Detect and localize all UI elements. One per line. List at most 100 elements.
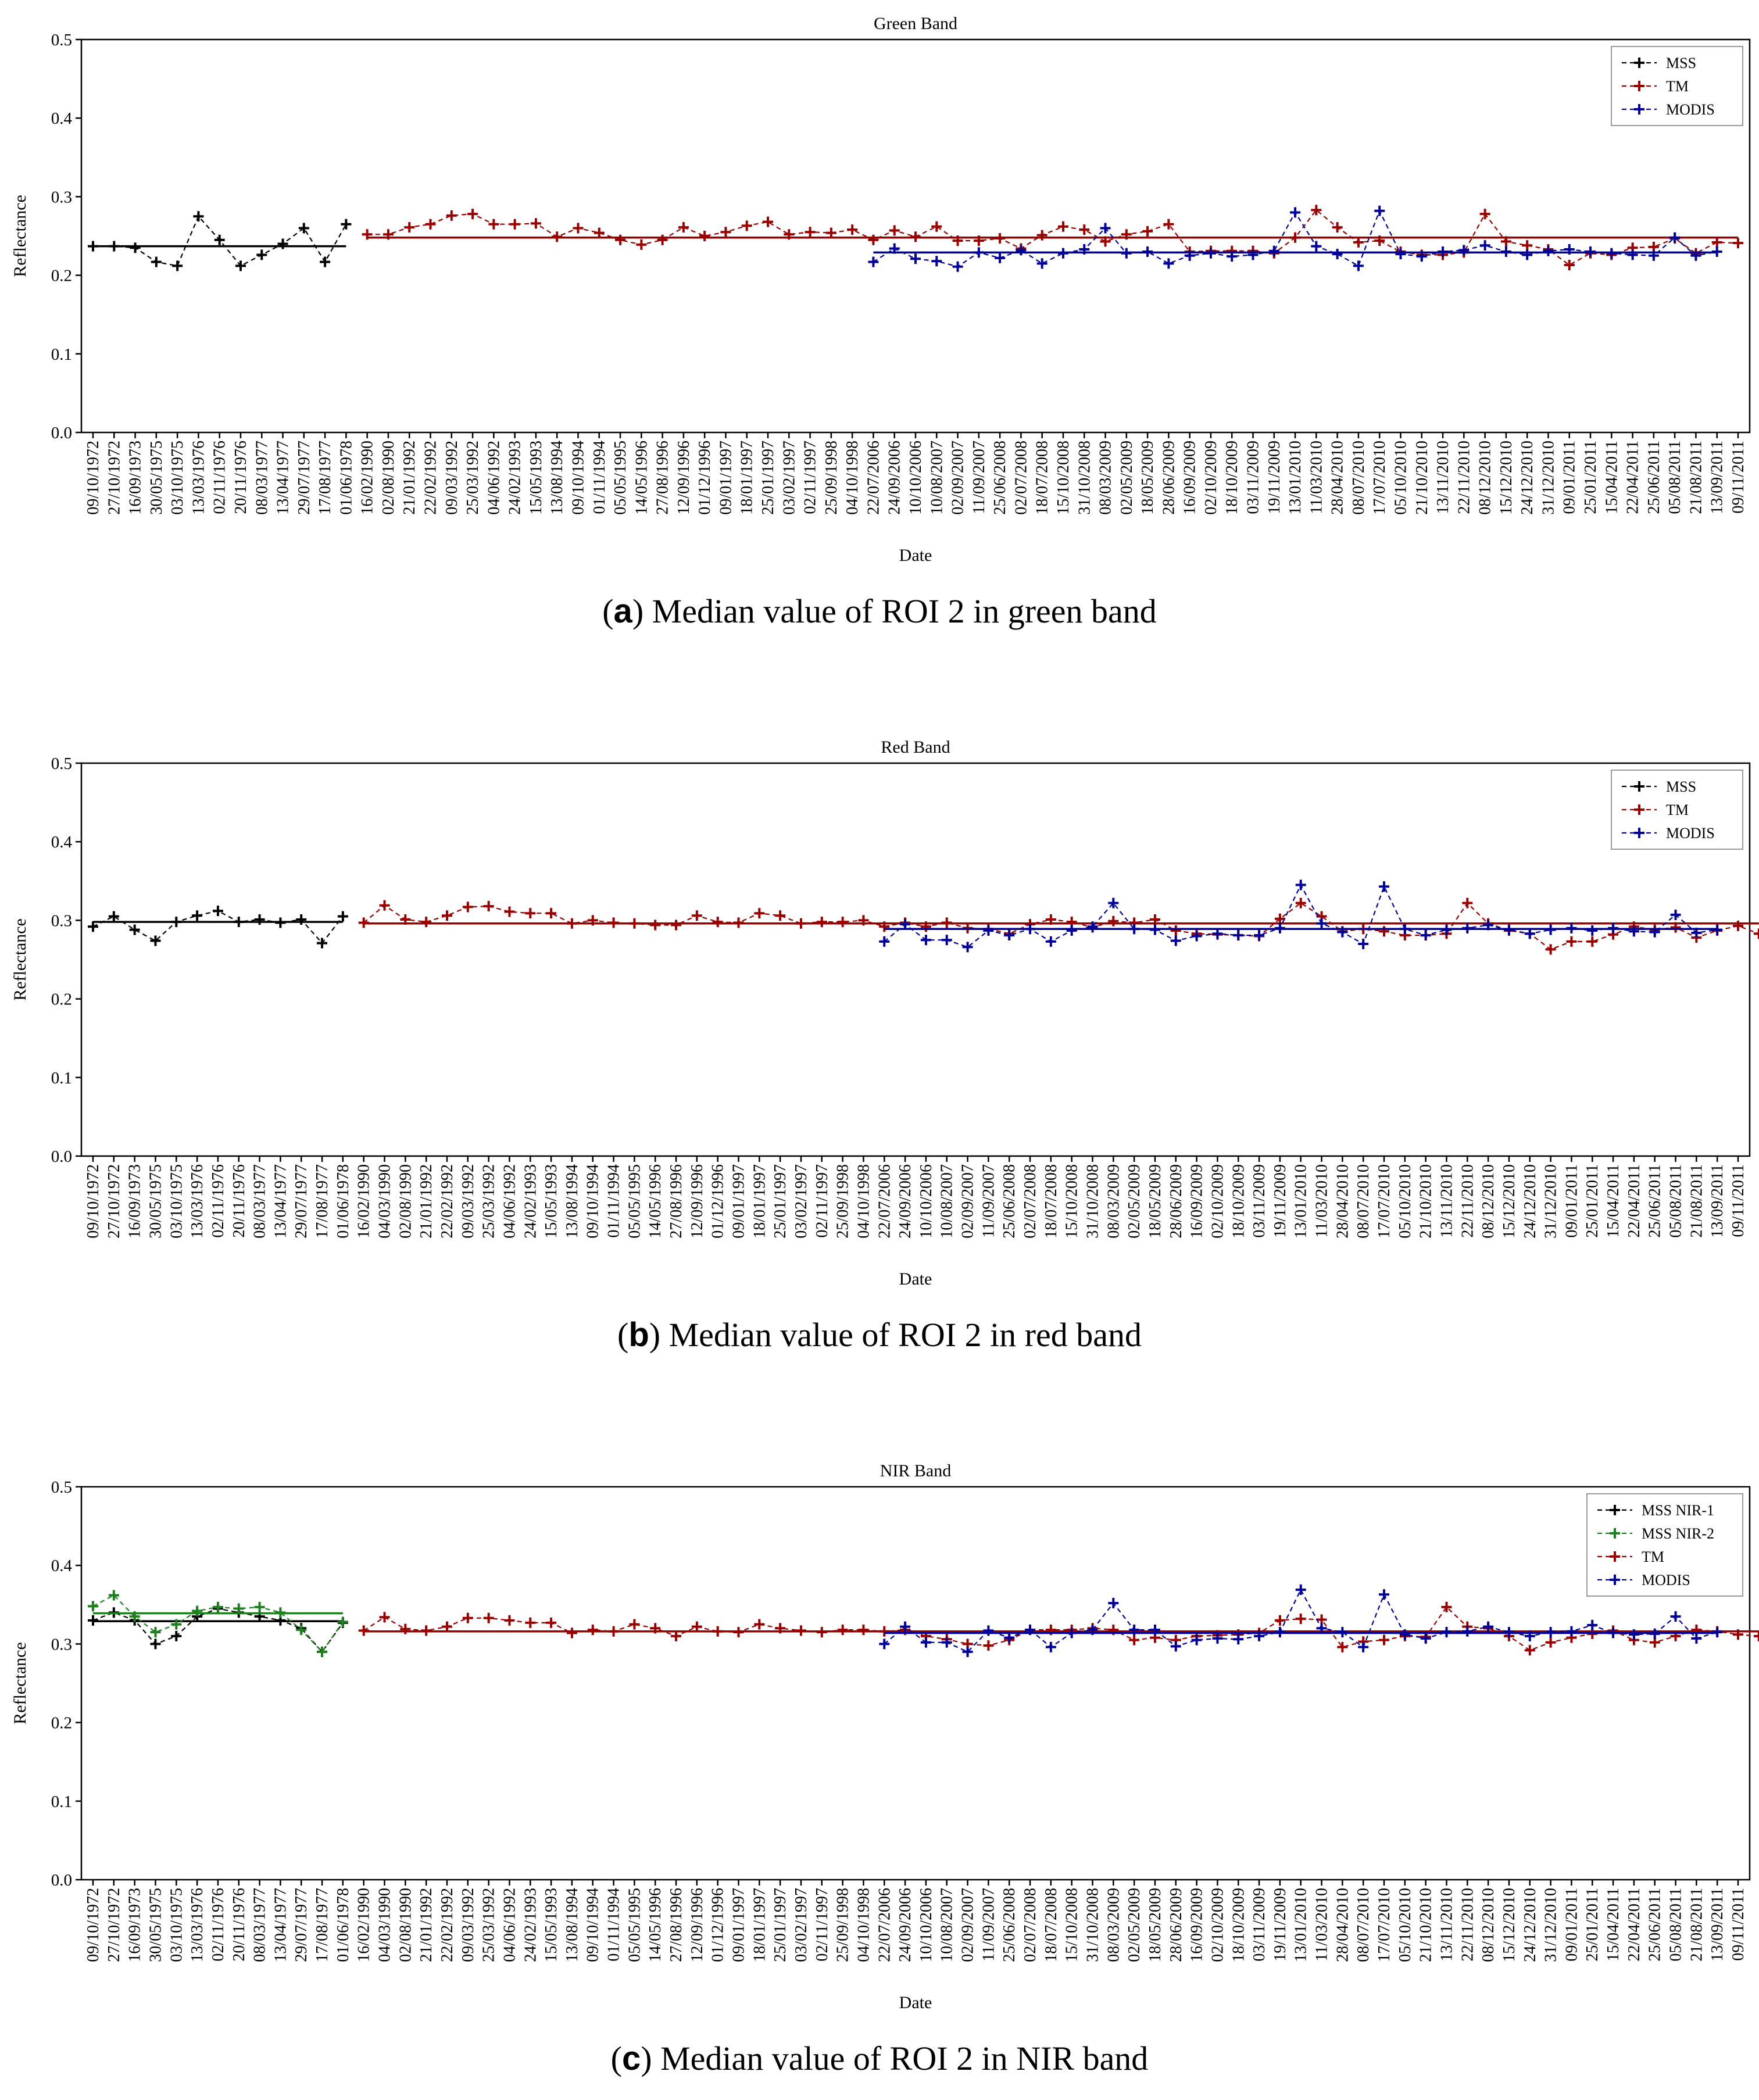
x-tick-label: 25/01/2011 bbox=[1583, 1164, 1601, 1238]
x-tick-label: 03/10/1975 bbox=[167, 1164, 185, 1239]
data-point bbox=[1295, 879, 1306, 890]
legend-label: MSS bbox=[1666, 55, 1696, 71]
x-tick-label: 22/11/2010 bbox=[1455, 441, 1473, 514]
data-point bbox=[795, 918, 806, 929]
x-tick-label: 05/08/2011 bbox=[1667, 1164, 1685, 1238]
data-point bbox=[1420, 930, 1431, 941]
legend-marker bbox=[1634, 58, 1644, 68]
data-point bbox=[1358, 1641, 1369, 1652]
data-point bbox=[1036, 230, 1047, 241]
y-tick-label: 0.2 bbox=[51, 1714, 72, 1733]
y-tick-label: 0.1 bbox=[51, 1069, 72, 1087]
data-point bbox=[1163, 258, 1174, 269]
x-tick-label: 13/04/1977 bbox=[271, 1888, 289, 1962]
x-tick-label: 04/10/1998 bbox=[855, 1888, 873, 1962]
data-point bbox=[941, 935, 952, 946]
data-point bbox=[1395, 249, 1406, 260]
data-point bbox=[1149, 914, 1160, 925]
x-tick-label: 03/02/1997 bbox=[780, 441, 798, 515]
data-point bbox=[256, 249, 267, 260]
data-point bbox=[1628, 1629, 1639, 1640]
y-tick-label: 0.5 bbox=[51, 31, 72, 49]
y-tick-label: 0.3 bbox=[51, 188, 72, 206]
data-point bbox=[317, 1646, 328, 1657]
x-tick-label: 16/09/2009 bbox=[1188, 1888, 1206, 1962]
x-tick-label: 15/12/2010 bbox=[1497, 441, 1515, 515]
x-tick-label: 11/03/2010 bbox=[1307, 441, 1325, 514]
x-tick-label: 25/03/1992 bbox=[480, 1888, 498, 1962]
data-point bbox=[150, 1627, 161, 1638]
data-point bbox=[1163, 219, 1174, 230]
data-point bbox=[678, 222, 689, 233]
x-tick-label: 15/04/2011 bbox=[1604, 1164, 1622, 1238]
caption-paren-open: ( bbox=[617, 1316, 629, 1354]
data-point bbox=[1438, 246, 1449, 257]
data-point bbox=[441, 910, 452, 921]
data-point bbox=[171, 917, 182, 928]
x-tick-label: 10/08/2007 bbox=[928, 441, 946, 515]
data-point bbox=[1379, 1634, 1390, 1645]
data-point bbox=[1416, 251, 1427, 262]
x-tick-label: 05/05/1995 bbox=[612, 441, 630, 515]
data-point bbox=[212, 1601, 223, 1612]
x-tick-label: 25/03/1992 bbox=[480, 1164, 498, 1239]
data-point bbox=[983, 1640, 994, 1651]
x-tick-label: 17/08/1977 bbox=[313, 1164, 331, 1239]
caption-paren-close: ) bbox=[632, 592, 644, 630]
data-point bbox=[462, 1612, 473, 1623]
data-point bbox=[1670, 922, 1681, 933]
chart-title: Green Band bbox=[874, 14, 957, 33]
data-point bbox=[1585, 246, 1596, 257]
data-point bbox=[1587, 1619, 1598, 1630]
x-tick-label: 09/10/1972 bbox=[84, 441, 102, 515]
data-point bbox=[1316, 1623, 1327, 1634]
data-point bbox=[525, 1617, 536, 1628]
x-tick-label: 09/10/1994 bbox=[569, 441, 587, 515]
data-point bbox=[636, 239, 647, 250]
data-point bbox=[775, 1623, 786, 1634]
x-tick-label: 25/09/1998 bbox=[834, 1888, 852, 1962]
data-point bbox=[1233, 1634, 1244, 1645]
x-tick-label: 02/10/2009 bbox=[1202, 441, 1220, 515]
data-point bbox=[1479, 209, 1490, 220]
legend-label: MODIS bbox=[1666, 825, 1715, 842]
legend-marker bbox=[1610, 1528, 1620, 1539]
data-point bbox=[1149, 1625, 1160, 1636]
data-point bbox=[931, 256, 942, 267]
data-point bbox=[1212, 1633, 1223, 1644]
data-point bbox=[341, 219, 352, 230]
x-tick-label: 01/12/1996 bbox=[709, 1888, 727, 1962]
x-tick-label: 08/12/2010 bbox=[1479, 1164, 1497, 1239]
x-tick-label: 15/10/2008 bbox=[1063, 1888, 1081, 1962]
data-point bbox=[1254, 1630, 1265, 1641]
data-point bbox=[1399, 924, 1410, 935]
x-tick-label: 15/05/1993 bbox=[542, 1164, 560, 1239]
x-tick-label: 08/07/2010 bbox=[1354, 1164, 1372, 1239]
data-point bbox=[358, 1625, 369, 1636]
x-tick-label: 09/03/1992 bbox=[443, 441, 461, 515]
x-tick-label: 16/09/1973 bbox=[127, 441, 145, 515]
x-tick-label: 09/01/1997 bbox=[730, 1888, 748, 1962]
x-tick-label: 27/10/1972 bbox=[105, 441, 123, 515]
x-tick-label: 02/11/1997 bbox=[802, 441, 820, 514]
data-point bbox=[296, 1625, 307, 1636]
x-tick-label: 03/11/2009 bbox=[1250, 1888, 1268, 1962]
data-point bbox=[1045, 936, 1056, 947]
y-tick-label: 0.2 bbox=[51, 990, 72, 1009]
legend-label: MODIS bbox=[1642, 1572, 1690, 1589]
x-tick-label: 16/09/2009 bbox=[1188, 1164, 1206, 1239]
chart-panel-nir: NIR Band 0.0 0.1 0.2 0.3 0.4 0.5 Reflectance 09/… bbox=[0, 1447, 1759, 2029]
caption-paren-open: ( bbox=[610, 2040, 622, 2077]
data-point bbox=[566, 918, 577, 929]
x-tick-label: 13/11/2010 bbox=[1438, 1888, 1456, 1962]
data-point bbox=[320, 256, 331, 267]
data-point bbox=[1483, 1621, 1494, 1632]
data-point bbox=[1295, 1584, 1306, 1595]
x-tick-label: 02/11/1976 bbox=[209, 1164, 227, 1238]
data-point bbox=[1691, 928, 1702, 939]
data-point bbox=[763, 216, 774, 227]
data-point bbox=[1274, 913, 1285, 924]
x-tick-label: 13/01/2010 bbox=[1292, 1164, 1310, 1239]
data-point bbox=[657, 234, 668, 245]
x-tick-label: 02/09/2007 bbox=[959, 1164, 977, 1239]
